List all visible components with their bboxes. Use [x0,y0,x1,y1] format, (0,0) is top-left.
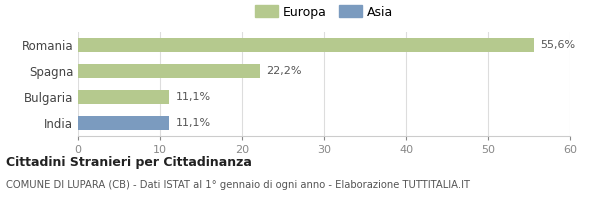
Bar [78,64,260,78]
Bar [78,38,534,52]
Text: 11,1%: 11,1% [176,118,211,128]
Legend: Europa, Asia: Europa, Asia [250,0,398,24]
Text: 22,2%: 22,2% [266,66,302,76]
Bar [78,90,169,104]
Text: COMUNE DI LUPARA (CB) - Dati ISTAT al 1° gennaio di ogni anno - Elaborazione TUT: COMUNE DI LUPARA (CB) - Dati ISTAT al 1°… [6,180,470,190]
Bar [78,116,169,130]
Text: 11,1%: 11,1% [176,92,211,102]
Text: 55,6%: 55,6% [541,40,575,50]
Text: Cittadini Stranieri per Cittadinanza: Cittadini Stranieri per Cittadinanza [6,156,252,169]
